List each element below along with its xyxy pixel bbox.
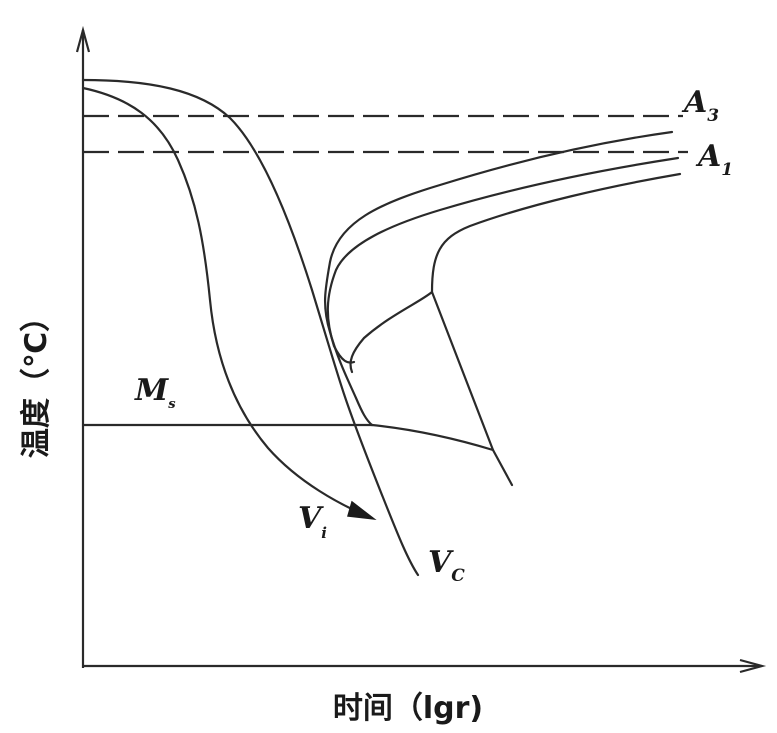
bainite-boundary-line (370, 423, 495, 452)
transformation-start-curve (323, 130, 674, 427)
axes (75, 25, 767, 674)
cooling-curve-vc (81, 78, 420, 577)
vc-label: VC (428, 545, 465, 586)
a1-label: A1 (695, 139, 733, 180)
vi-label: Vi (298, 501, 327, 542)
x-axis-label: 时间（lgr) (333, 691, 483, 726)
a3-label: A3 (681, 85, 719, 126)
x-axis-arrow-icon (739, 658, 767, 674)
transformation-finish-curve (349, 172, 682, 374)
cooling-curve-vi (81, 86, 374, 520)
y-axis-arrow-icon (75, 25, 91, 53)
y-axis-label: 温度（℃） (19, 302, 54, 458)
ms-label: Ms (134, 373, 176, 412)
bainite-finish-line (430, 290, 514, 487)
vi-arrow-icon (347, 500, 377, 521)
transformation-mid-curve (326, 156, 680, 364)
